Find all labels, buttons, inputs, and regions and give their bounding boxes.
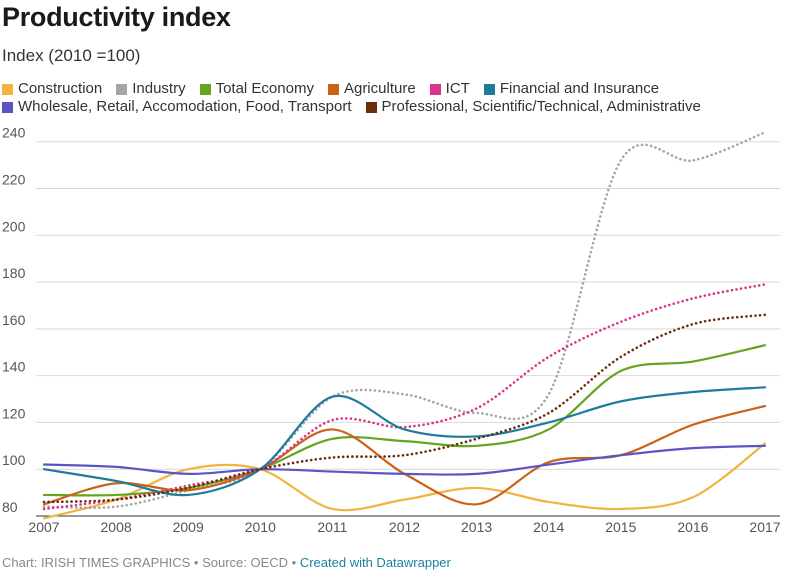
legend-label: Professional, Scientific/Technical, Admi… [381, 98, 701, 115]
footer-source: Chart: IRISH TIMES GRAPHICS • Source: OE… [2, 555, 297, 570]
legend-swatch [199, 83, 211, 95]
legend-item-total-economy: Total Economy [199, 80, 314, 98]
legend-label: ICT [445, 80, 470, 97]
y-tick-label: 200 [2, 218, 26, 234]
y-tick-label: 160 [2, 312, 26, 328]
legend-item-wholesale-retail: Wholesale, Retail, Accomodation, Food, T… [2, 98, 352, 116]
legend-swatch [365, 101, 377, 113]
legend-item-financial-insurance: Financial and Insurance [483, 80, 660, 98]
x-tick-label: 2016 [677, 519, 708, 535]
legend-swatch [429, 83, 441, 95]
y-tick-label: 180 [2, 265, 26, 281]
legend-swatch [116, 83, 128, 95]
legend-row-2: Wholesale, Retail, Accomodation, Food, T… [2, 98, 798, 116]
y-tick-label: 240 [2, 125, 26, 141]
x-tick-label: 2010 [245, 519, 276, 535]
x-tick-label: 2008 [101, 519, 132, 535]
x-tick-label: 2014 [533, 519, 564, 535]
series-line-ict [42, 283, 767, 511]
legend-item-agriculture: Agriculture [327, 80, 416, 98]
legend-item-ict: ICT [429, 80, 470, 98]
y-tick-label: 100 [2, 452, 26, 468]
legend: Construction Industry Total Economy Agri… [2, 80, 798, 116]
x-tick-label: 2017 [749, 519, 780, 535]
series-line-professional-scientific-technical-administrative [42, 313, 767, 504]
x-tick-label: 2011 [317, 519, 347, 535]
x-tick-label: 2007 [28, 519, 59, 535]
footer: Chart: IRISH TIMES GRAPHICS • Source: OE… [2, 555, 451, 570]
datawrapper-link[interactable]: Created with Datawrapper [299, 555, 451, 570]
y-tick-label: 120 [2, 405, 26, 421]
legend-swatch [483, 83, 495, 95]
legend-item-industry: Industry [116, 80, 186, 98]
legend-swatch [2, 83, 13, 95]
legend-item-construction: Construction [2, 80, 102, 98]
y-tick-label: 80 [2, 499, 18, 515]
legend-row-1: Construction Industry Total Economy Agri… [2, 80, 798, 98]
legend-swatch [2, 101, 13, 113]
legend-label: Industry [132, 80, 186, 97]
y-tick-label: 220 [2, 171, 26, 187]
x-tick-label: 2012 [389, 519, 420, 535]
series-line-construction [42, 442, 767, 520]
chart-title: Productivity index [2, 2, 231, 32]
legend-swatch [327, 83, 339, 95]
x-tick-label: 2013 [461, 519, 492, 535]
chart-subtitle: Index (2010 =100) [2, 46, 141, 65]
legend-label: Construction [18, 80, 103, 97]
x-tick-label: 2009 [173, 519, 204, 535]
x-tick-label: 2015 [605, 519, 636, 535]
series-line-financial-and-insurance [42, 386, 767, 497]
y-tick-label: 140 [2, 359, 26, 375]
legend-label: Agriculture [343, 80, 416, 97]
legend-label: Financial and Insurance [499, 80, 660, 97]
series-line-wholesale-retail-accomodation-food-transport [42, 444, 767, 476]
legend-item-professional-scientific: Professional, Scientific/Technical, Admi… [365, 98, 701, 116]
legend-label: Total Economy [215, 80, 314, 97]
legend-label: Wholesale, Retail, Accomodation, Food, T… [18, 98, 352, 115]
